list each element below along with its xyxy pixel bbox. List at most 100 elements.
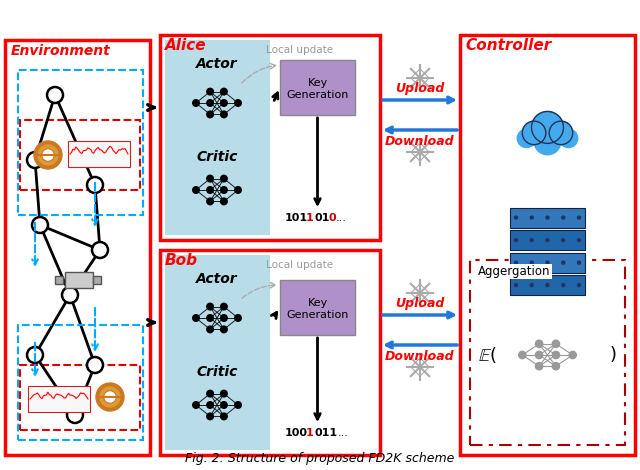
Circle shape [536,362,543,370]
Circle shape [221,315,227,321]
Circle shape [546,283,549,287]
FancyBboxPatch shape [93,276,101,284]
Text: Local update: Local update [266,45,333,55]
Circle shape [531,216,533,219]
Circle shape [62,287,78,303]
Circle shape [569,352,577,359]
FancyBboxPatch shape [165,255,270,450]
Circle shape [549,121,573,145]
Text: Key: Key [307,298,328,307]
FancyBboxPatch shape [460,35,635,455]
FancyBboxPatch shape [510,253,585,273]
Text: Upload: Upload [396,82,445,95]
Circle shape [96,383,124,411]
Circle shape [87,357,103,373]
Circle shape [221,175,227,182]
Circle shape [235,187,241,193]
Circle shape [67,407,83,423]
Circle shape [559,129,578,148]
Circle shape [221,187,227,193]
FancyBboxPatch shape [470,260,625,445]
Circle shape [207,88,213,95]
Text: Environment: Environment [11,44,111,58]
Text: Critic: Critic [196,150,237,164]
Circle shape [207,198,213,205]
Circle shape [515,239,518,242]
Circle shape [207,390,213,397]
Circle shape [536,340,543,347]
Circle shape [221,100,227,106]
Circle shape [577,261,580,264]
Circle shape [235,100,241,106]
Circle shape [562,283,564,287]
Text: Aggergation: Aggergation [478,265,550,278]
Circle shape [207,315,213,321]
Text: Fig. 2: Structure of proposed FD2K scheme: Fig. 2: Structure of proposed FD2K schem… [186,452,454,465]
Circle shape [517,129,536,148]
Circle shape [193,402,199,408]
FancyBboxPatch shape [68,141,130,167]
Circle shape [531,239,533,242]
Text: 011: 011 [314,428,337,438]
FancyBboxPatch shape [510,275,585,295]
Circle shape [522,121,546,145]
Text: 0: 0 [328,213,335,223]
Circle shape [515,216,518,219]
Circle shape [34,141,62,169]
Circle shape [546,216,549,219]
Text: Bob: Bob [165,253,198,268]
Circle shape [87,177,103,193]
Circle shape [577,283,580,287]
FancyBboxPatch shape [20,120,140,190]
Text: ...: ... [338,428,349,438]
FancyBboxPatch shape [280,60,355,115]
Text: ...: ... [336,213,347,223]
Text: Local update: Local update [266,260,333,270]
Circle shape [515,261,518,264]
Text: 101: 101 [285,213,308,223]
Circle shape [562,239,564,242]
Circle shape [221,198,227,205]
Text: ): ) [610,346,617,364]
FancyBboxPatch shape [20,365,140,430]
Circle shape [531,283,533,287]
Circle shape [193,187,199,193]
FancyBboxPatch shape [510,230,585,250]
Text: 1: 1 [306,428,314,438]
Circle shape [221,413,227,420]
Circle shape [207,413,213,420]
Circle shape [546,239,549,242]
Circle shape [207,175,213,182]
FancyBboxPatch shape [280,280,355,335]
Text: Alice: Alice [165,38,207,53]
FancyBboxPatch shape [55,276,63,284]
Circle shape [92,242,108,258]
Text: 01: 01 [314,213,330,223]
Circle shape [534,128,561,155]
Circle shape [43,150,53,160]
Circle shape [27,152,43,168]
Text: Critic: Critic [196,365,237,379]
Text: 🔧: 🔧 [74,274,83,290]
Circle shape [27,347,43,363]
Circle shape [531,261,533,264]
Circle shape [193,315,199,321]
Circle shape [221,111,227,118]
Circle shape [552,352,559,359]
Circle shape [221,303,227,310]
Circle shape [207,187,213,193]
Text: 1: 1 [306,213,314,223]
Circle shape [221,326,227,333]
FancyBboxPatch shape [160,35,380,240]
Circle shape [207,303,213,310]
Circle shape [38,145,58,165]
Text: Actor: Actor [196,57,238,71]
Circle shape [207,100,213,106]
Circle shape [235,402,241,408]
Circle shape [104,391,116,403]
Circle shape [221,88,227,95]
Circle shape [536,352,543,359]
Text: 100: 100 [285,428,308,438]
Circle shape [207,326,213,333]
Circle shape [221,402,227,408]
